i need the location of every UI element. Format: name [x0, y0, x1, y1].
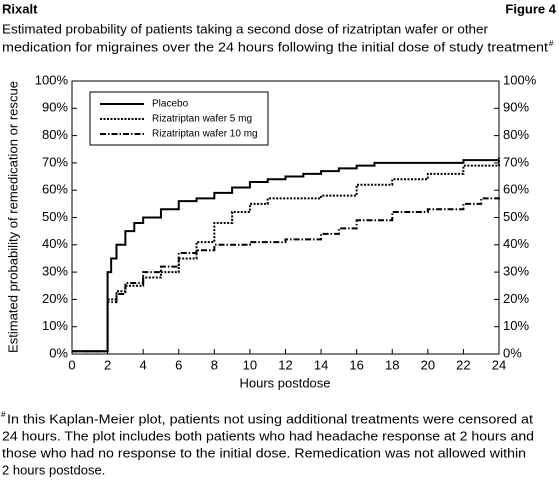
y2-tick-label: 40%: [503, 236, 529, 251]
y-tick-label: 90%: [42, 100, 68, 115]
y-axis-label: Estimated probability of remedication or…: [5, 81, 20, 353]
y2-tick-label: 80%: [503, 127, 529, 142]
title-line: Estimated probability of patients taking…: [2, 21, 489, 36]
y2-tick-label: 20%: [503, 291, 529, 306]
x-tick-label: 0: [68, 357, 75, 372]
y-tick-label: 20%: [42, 291, 68, 306]
x-axis-label: Hours postdose: [239, 375, 330, 390]
y-tick-label: 40%: [42, 236, 68, 251]
y-tick-label: 30%: [42, 264, 68, 279]
legend-label: Rizatriptan wafer 5 mg: [152, 114, 252, 125]
x-tick-label: 6: [175, 357, 182, 372]
title-line: medication for migraines over the 24 hou…: [2, 39, 548, 54]
header-left: Rixalt: [2, 1, 38, 16]
x-tick-label: 22: [456, 357, 470, 372]
step-line: [72, 157, 500, 353]
y2-tick-label: 10%: [503, 318, 529, 333]
y2-tick-label: 0%: [503, 345, 522, 360]
y2-tick-label: 100%: [503, 72, 537, 87]
step-line: [72, 159, 499, 353]
y-tick-label: 50%: [42, 209, 68, 224]
y-tick-label: 60%: [42, 182, 68, 197]
y2-tick-label: 90%: [503, 100, 529, 115]
y-tick-label: 10%: [42, 318, 68, 333]
footnote-line: those who had no response to the initial…: [2, 445, 526, 460]
x-tick-label: 2: [104, 357, 111, 372]
legend-label: Rizatriptan wafer 10 mg: [152, 129, 258, 140]
footnote-line: 24 hours. The plot includes both patient…: [2, 428, 534, 443]
y2-tick-label: 60%: [503, 182, 529, 197]
x-tick-label: 18: [385, 357, 399, 372]
y2-tick-label: 50%: [503, 209, 529, 224]
y-tick-label: 0%: [49, 345, 68, 360]
y2-tick-label: 70%: [503, 154, 529, 169]
y2-tick-label: 30%: [503, 264, 529, 279]
note-mark: #: [549, 39, 554, 48]
x-tick-label: 10: [243, 357, 257, 372]
legend-label: Placebo: [152, 99, 189, 110]
y-tick-label: 100%: [35, 72, 69, 87]
x-tick-label: 24: [492, 357, 506, 372]
x-tick-label: 20: [421, 357, 435, 372]
y-tick-label: 70%: [42, 154, 68, 169]
step-line: [72, 195, 500, 353]
y-tick-label: 80%: [42, 127, 68, 142]
x-tick-label: 8: [211, 357, 218, 372]
legend-box: [89, 91, 269, 146]
footnote-line: 2 hours postdose.: [2, 462, 105, 477]
x-tick-label: 16: [349, 357, 363, 372]
x-tick-label: 14: [314, 357, 328, 372]
x-tick-label: 12: [278, 357, 292, 372]
note-mark: #: [1, 410, 6, 419]
header-right: Figure 4: [505, 1, 556, 16]
footnote-line: In this Kaplan-Meier plot, patients not …: [7, 411, 533, 426]
x-tick-label: 4: [140, 357, 147, 372]
